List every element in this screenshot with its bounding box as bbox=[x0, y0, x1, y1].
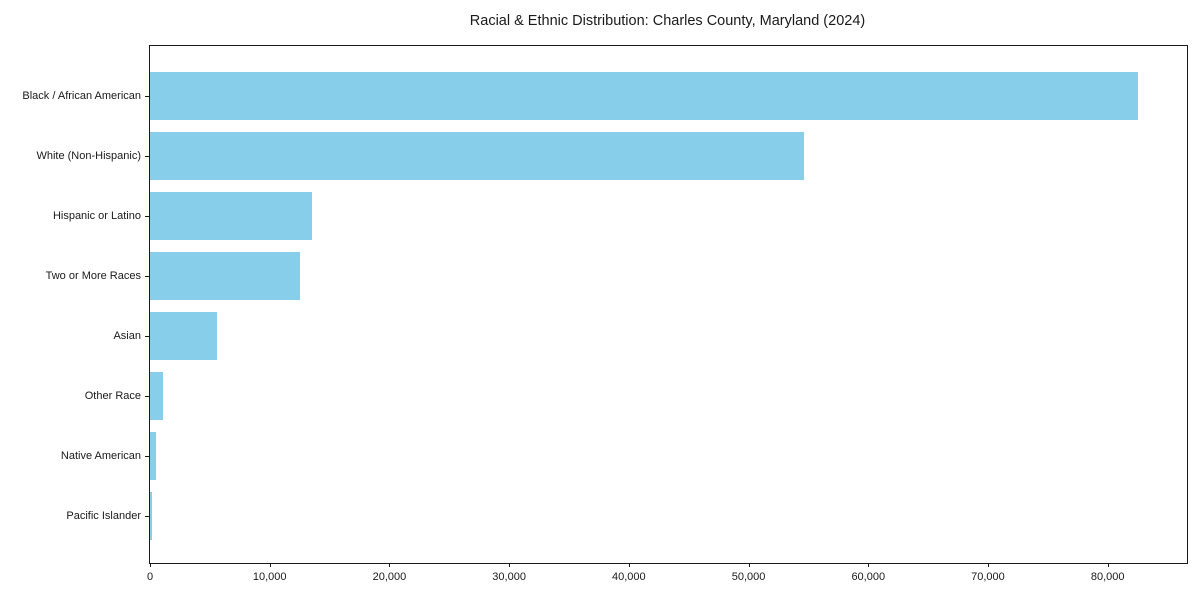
bar bbox=[150, 372, 164, 420]
y-axis-label: Black / African American bbox=[22, 90, 141, 102]
bar bbox=[150, 72, 1138, 120]
y-tick-mark bbox=[145, 216, 149, 217]
y-axis-label: Asian bbox=[113, 330, 141, 342]
x-tick-label: 50,000 bbox=[731, 571, 766, 583]
x-tick-label: 0 bbox=[146, 571, 154, 583]
y-tick-mark bbox=[145, 96, 149, 97]
x-tick-mark bbox=[748, 563, 750, 567]
bar bbox=[150, 312, 218, 360]
bar bbox=[150, 432, 156, 480]
y-tick-mark bbox=[145, 456, 149, 457]
y-tick-mark bbox=[145, 336, 149, 337]
x-tick-label: 40,000 bbox=[612, 571, 646, 583]
x-tick-label: 20,000 bbox=[372, 571, 407, 583]
x-tick-label: 60,000 bbox=[851, 571, 886, 583]
y-axis-label: Other Race bbox=[84, 390, 141, 402]
x-tick-mark bbox=[389, 563, 391, 567]
x-tick-label: 80,000 bbox=[1090, 571, 1125, 583]
bar bbox=[150, 132, 804, 180]
bar bbox=[150, 192, 312, 240]
y-axis-label: Native American bbox=[60, 450, 141, 462]
y-tick-mark bbox=[145, 516, 149, 517]
x-tick-mark bbox=[269, 563, 271, 567]
x-tick-label: 70,000 bbox=[971, 571, 1005, 583]
bar bbox=[150, 252, 300, 300]
x-tick-mark bbox=[628, 563, 630, 567]
y-tick-mark bbox=[145, 276, 149, 277]
plot-area bbox=[149, 45, 1188, 564]
y-axis-label: Pacific Islander bbox=[66, 510, 141, 522]
chart-title: Racial & Ethnic Distribution: Charles Co… bbox=[469, 13, 866, 29]
x-tick-mark bbox=[987, 563, 989, 567]
x-tick-label: 30,000 bbox=[492, 571, 526, 583]
x-tick-mark bbox=[1107, 563, 1109, 567]
x-tick-mark bbox=[509, 563, 511, 567]
y-axis-label: Hispanic or Latino bbox=[52, 210, 141, 222]
x-tick-mark bbox=[150, 563, 151, 567]
x-tick-mark bbox=[868, 563, 870, 567]
bar bbox=[150, 492, 152, 540]
y-axis-label: White (Non-Hispanic) bbox=[36, 150, 141, 162]
y-tick-mark bbox=[145, 396, 149, 397]
y-tick-mark bbox=[145, 156, 149, 157]
y-axis-label: Two or More Races bbox=[45, 270, 141, 282]
x-tick-label: 10,000 bbox=[252, 571, 287, 583]
